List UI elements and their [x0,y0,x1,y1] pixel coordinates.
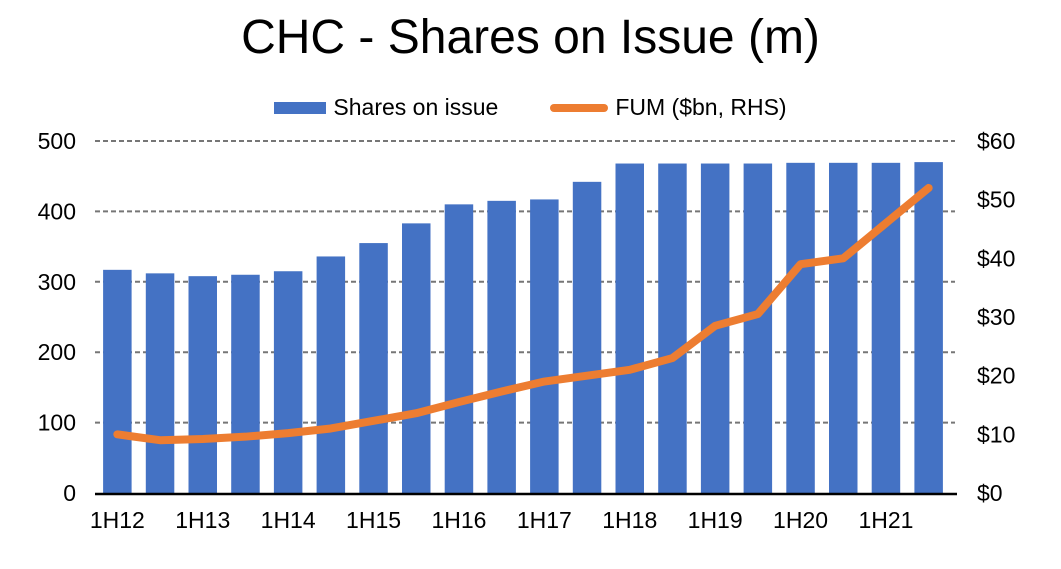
x-tick-1H18: 1H18 [602,507,657,533]
right-tick-usd-20: $20 [977,363,1015,389]
bar-2H14 [316,256,346,493]
left-tick-500: 500 [38,128,76,154]
right-tick-usd-0: $0 [977,480,1003,506]
right-tick-usd-60: $60 [977,128,1015,154]
bar-1H14 [273,271,303,493]
x-tick-1H20: 1H20 [773,507,828,533]
bars-series [103,162,943,494]
bar-2H15 [402,223,431,494]
bar-1H16 [444,204,474,494]
x-tick-1H13: 1H13 [175,507,230,533]
bar-1H18 [615,163,644,493]
bar-2H20 [829,162,858,493]
bar-1H15 [359,243,388,493]
bar-2H16 [487,200,516,493]
right-tick-usd-30: $30 [977,304,1015,330]
bar-1H17 [530,199,559,493]
legend-item-shares-on-issue: Shares on issue [274,94,498,121]
bar-1H12 [103,269,132,493]
legend-label-fum: FUM ($bn, RHS) [615,94,787,120]
x-tick-1H14: 1H14 [261,507,316,533]
fum-line [113,183,933,445]
legend-label-shares-on-issue: Shares on issue [333,94,499,120]
x-axis-labels: 1H12 1H13 1H14 1H15 1H16 1H17 1H18 1H19 1H20 1H21 [90,507,914,533]
left-tick-400: 400 [38,198,76,224]
bar-2H19 [743,163,773,493]
bar-2H18 [658,163,687,493]
bar-1H20 [786,162,815,493]
gridlines [95,140,955,424]
bar-2H21 [914,162,943,493]
chart-legend: Shares on issue FUM ($bn, RHS) [0,94,1061,121]
line-swatch-icon [550,103,609,112]
right-tick-usd-40: $40 [977,245,1015,271]
left-tick-100: 100 [38,410,76,436]
x-tick-1H21: 1H21 [858,507,913,533]
x-tick-1H17: 1H17 [517,507,572,533]
x-tick-1H16: 1H16 [431,507,486,533]
bar-swatch-icon [274,101,327,114]
bar-2H12 [145,273,175,493]
bar-2H13 [231,274,260,493]
right-tick-usd-50: $50 [977,187,1015,213]
right-tick-usd-10: $10 [977,421,1015,447]
x-tick-1H15: 1H15 [346,507,401,533]
left-tick-0: 0 [63,480,76,506]
left-tick-200: 200 [38,339,76,365]
x-tick-1H12: 1H12 [90,507,145,533]
chart-title: CHC - Shares on Issue (m) [241,11,820,64]
bar-2H17 [572,181,602,493]
x-tick-1H19: 1H19 [688,507,743,533]
legend-item-fum: FUM ($bn, RHS) [550,94,787,121]
left-axis-labels: 0 100 200 300 400 500 [38,128,76,506]
bar-1H13 [188,276,217,493]
right-axis-labels: $0 $10 $20 $30 $40 $50 $60 [977,128,1015,506]
left-tick-300: 300 [38,269,76,295]
